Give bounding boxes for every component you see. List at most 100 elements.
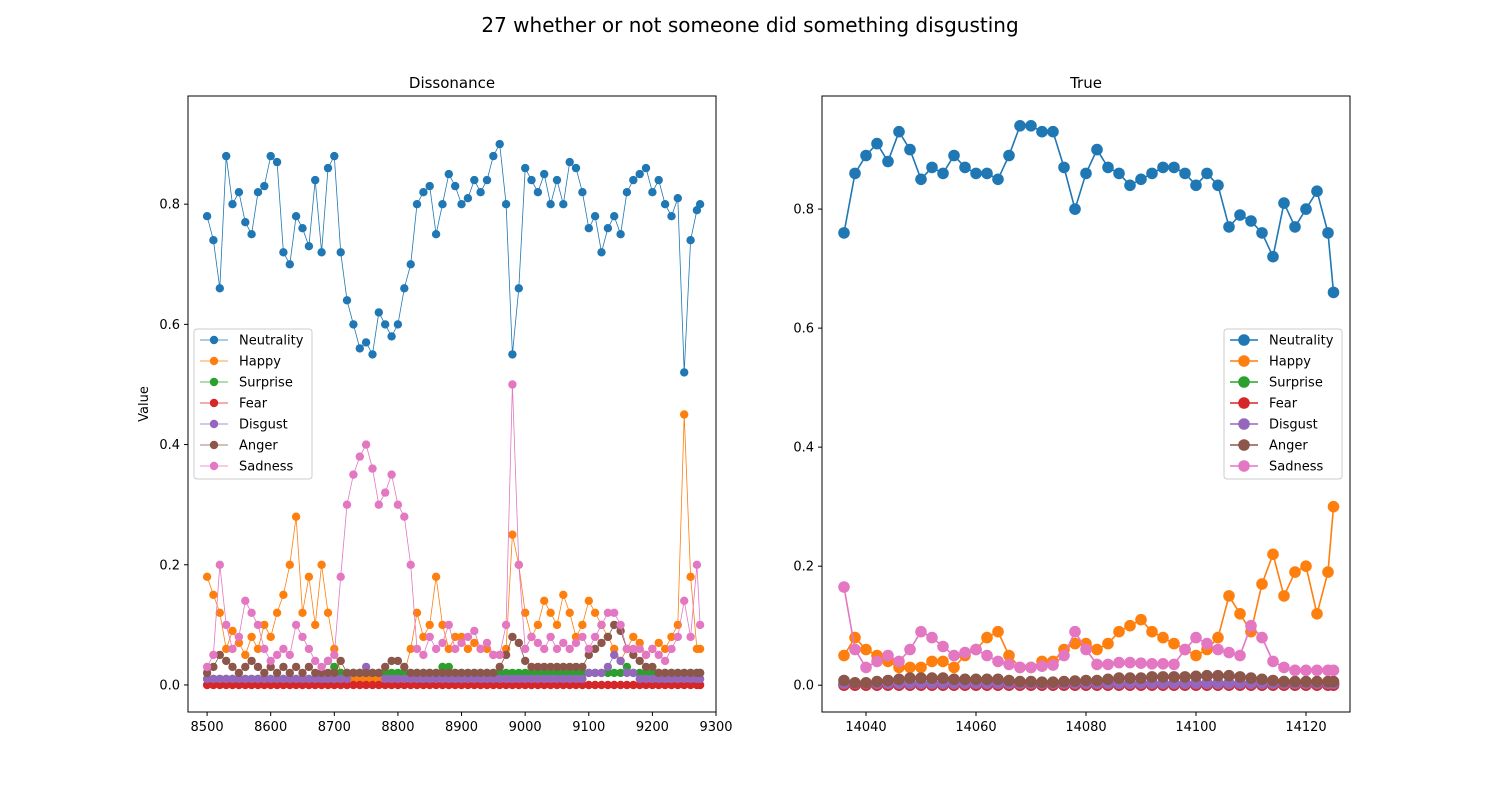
data-point (234, 632, 244, 642)
data-point (635, 644, 644, 654)
data-point (514, 560, 523, 569)
legend-marker (209, 440, 219, 450)
data-point (597, 668, 606, 678)
data-point (680, 596, 689, 605)
data-point (540, 674, 549, 684)
data-point (419, 650, 428, 660)
data-point (667, 680, 676, 690)
data-point (202, 212, 212, 221)
data-point (311, 175, 320, 185)
data-point (400, 284, 409, 293)
data-point (552, 680, 562, 690)
data-point (253, 662, 263, 672)
data-point (298, 608, 307, 617)
data-point (959, 673, 971, 686)
data-point (451, 632, 460, 642)
data-point (1113, 625, 1125, 638)
data-point (1047, 659, 1059, 671)
data-point (578, 674, 587, 684)
data-point (1223, 590, 1235, 602)
data-point (476, 680, 485, 690)
data-point (660, 680, 670, 690)
data-point (406, 260, 415, 269)
data-point (285, 668, 294, 678)
data-point (882, 649, 894, 662)
data-point (1212, 643, 1224, 656)
data-point (1146, 658, 1158, 670)
data-point (603, 662, 613, 672)
data-point (419, 632, 428, 642)
data-point (501, 200, 511, 209)
data-point (438, 620, 447, 630)
legend: Neutrality Happy Surprise Fear Disgust Anger S… (193, 328, 313, 480)
x-tick-label: 14080 (1065, 720, 1106, 735)
data-point (915, 173, 927, 186)
data-point (508, 674, 517, 684)
data-point (304, 242, 314, 251)
data-point (660, 668, 670, 678)
data-point (1146, 671, 1158, 683)
data-point (680, 680, 689, 690)
data-point (1102, 673, 1114, 686)
data-point (431, 680, 441, 690)
data-point (330, 668, 339, 678)
data-point (457, 632, 466, 642)
data-point (660, 674, 670, 684)
data-point (1069, 625, 1081, 638)
data-point (260, 680, 269, 690)
data-point (387, 332, 396, 341)
data-point (1146, 167, 1158, 180)
data-point (849, 167, 861, 180)
data-point (438, 668, 447, 678)
series-line (843, 125, 1335, 293)
data-point (342, 674, 352, 684)
data-point (285, 260, 294, 269)
data-point (406, 680, 415, 690)
data-point (514, 680, 523, 690)
data-point (253, 644, 263, 654)
data-point (838, 674, 850, 687)
series-neutrality (838, 120, 1340, 299)
data-point (368, 464, 377, 473)
data-point (374, 680, 383, 690)
data-point (926, 631, 938, 644)
data-point (860, 661, 872, 674)
data-point (1300, 203, 1312, 215)
data-point (1124, 656, 1136, 669)
data-point (533, 188, 543, 197)
data-point (361, 440, 371, 449)
data-point (641, 668, 651, 678)
data-point (470, 175, 479, 185)
data-point (438, 674, 447, 684)
data-point (616, 230, 625, 239)
data-point (635, 638, 644, 648)
x-tick-label: 8800 (381, 720, 414, 735)
legend-item-disgust: Disgust (1230, 418, 1318, 433)
data-point (692, 560, 702, 569)
data-point (970, 673, 982, 686)
data-point (222, 656, 231, 666)
data-point (393, 320, 403, 329)
legend-item-anger: Anger (1230, 439, 1308, 454)
legend-item-disgust: Disgust (200, 418, 288, 433)
data-point (291, 212, 301, 221)
y-tick-label: 0.4 (159, 438, 180, 453)
data-point (904, 672, 916, 684)
data-point (260, 674, 269, 684)
data-point (317, 248, 326, 257)
data-point (1289, 221, 1301, 233)
legend-label: Happy (239, 355, 281, 370)
legend-item-surprise: Surprise (1230, 376, 1323, 391)
data-point (565, 644, 574, 654)
data-point (1212, 179, 1224, 192)
data-point (981, 673, 993, 686)
data-point (622, 188, 632, 197)
data-point (266, 662, 275, 672)
data-point (597, 248, 606, 257)
data-point (660, 656, 670, 666)
subplot-title: Dissonance (409, 74, 495, 92)
data-point (1289, 664, 1301, 677)
data-point (425, 620, 434, 630)
data-point (406, 644, 415, 654)
data-point (215, 608, 224, 617)
